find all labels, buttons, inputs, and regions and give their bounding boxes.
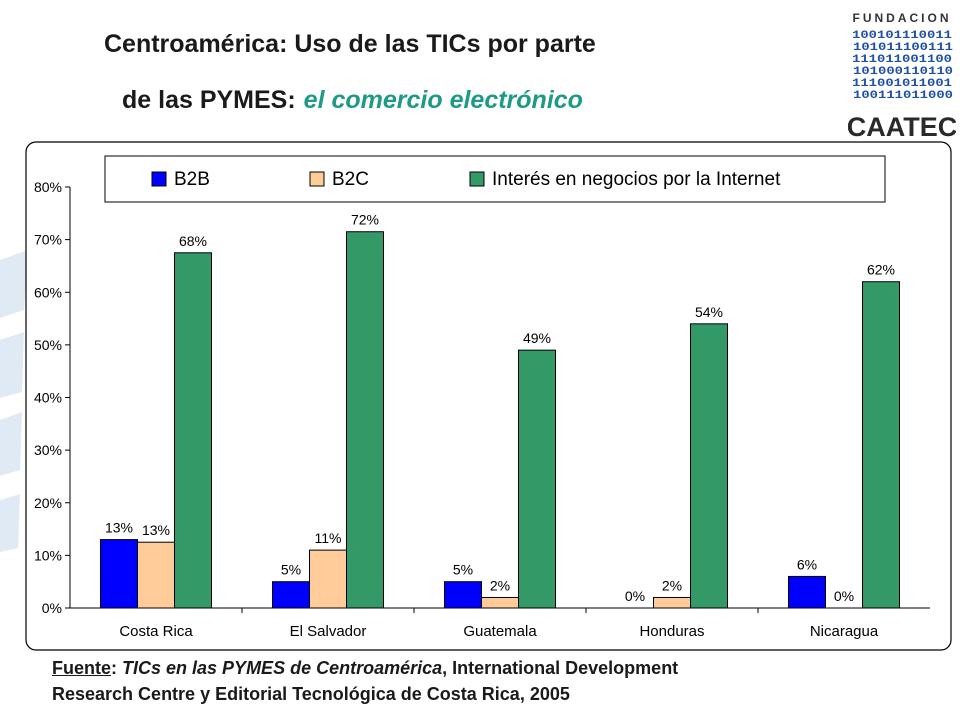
data-label: 72% bbox=[351, 212, 379, 228]
logo-bottom-text: CAATEC bbox=[848, 112, 956, 142]
data-label: 5% bbox=[281, 562, 301, 578]
x-tick-label: El Salvador bbox=[290, 623, 367, 640]
source-label: Fuente bbox=[52, 658, 112, 678]
data-label: 62% bbox=[867, 262, 895, 278]
bar-b2b bbox=[100, 539, 138, 609]
source-line2: Research Centre y Editorial Tecnológica … bbox=[52, 684, 570, 704]
logo-binary-row: 111011001100 bbox=[852, 54, 952, 66]
logo-binary-row: 111001011001 bbox=[852, 78, 952, 90]
legend-label: Interés en negocios por la Internet bbox=[492, 169, 781, 190]
data-label: 49% bbox=[523, 330, 551, 346]
bar-interés bbox=[690, 323, 728, 609]
bar-b2c bbox=[137, 541, 175, 609]
legend-label: B2C bbox=[332, 169, 369, 190]
logo-binary-row: 100111011000 bbox=[853, 90, 953, 102]
x-tick-label: Costa Rica bbox=[119, 623, 193, 640]
bar-interés bbox=[518, 349, 556, 609]
caatec-logo: FUNDACION 100101110011101011100111111011… bbox=[848, 11, 956, 142]
y-tick-label: 20% bbox=[34, 495, 62, 511]
slide-title-main: de las PYMES: bbox=[122, 86, 296, 114]
data-label: 0% bbox=[834, 588, 854, 604]
legend-swatch bbox=[309, 171, 325, 187]
bar-interés bbox=[862, 281, 900, 609]
legend-box bbox=[104, 155, 886, 203]
bar-b2b bbox=[788, 575, 826, 609]
bar-b2b bbox=[272, 581, 310, 609]
bar-b2c bbox=[653, 596, 691, 609]
y-tick-label: 0% bbox=[42, 600, 62, 616]
data-label: 68% bbox=[179, 233, 207, 249]
bar-b2c bbox=[481, 596, 519, 609]
y-tick-label: 10% bbox=[34, 547, 62, 563]
y-tick-label: 30% bbox=[34, 442, 62, 458]
logo-top-text: FUNDACION bbox=[853, 11, 952, 25]
source-rest-line1: , International Development bbox=[442, 658, 679, 678]
data-label: 2% bbox=[490, 577, 510, 593]
legend-label: B2B bbox=[174, 169, 210, 190]
data-label: 0% bbox=[625, 588, 645, 604]
plot-area: 0% 10% 20% 30% 40% 50% 60% 70% 80% 13% 13% 68% Costa… bbox=[34, 179, 930, 640]
legend-swatch bbox=[151, 171, 167, 187]
logo-binary-row: 101011100111 bbox=[853, 42, 953, 54]
y-tick-label: 80% bbox=[34, 179, 62, 195]
slide-title-line1: Centroamérica: Uso de las TICs por parte bbox=[104, 30, 596, 58]
x-tick-label: Nicaragua bbox=[810, 623, 879, 640]
bar-b2c bbox=[309, 549, 347, 609]
data-label: 13% bbox=[142, 522, 170, 538]
data-label: 2% bbox=[662, 577, 682, 593]
y-tick-label: 50% bbox=[34, 337, 62, 353]
source-work-title: TICs en las PYMES de Centroamérica bbox=[122, 658, 443, 678]
bar-interés bbox=[346, 231, 384, 609]
legend-swatch bbox=[469, 171, 485, 187]
y-tick-label: 40% bbox=[34, 390, 62, 406]
source-separator: : bbox=[111, 658, 123, 678]
data-label: 13% bbox=[105, 520, 133, 536]
bar-interés bbox=[174, 252, 212, 609]
logo-binary-row: 101000110110 bbox=[853, 66, 953, 78]
data-label: 5% bbox=[453, 562, 473, 578]
logo-binary-pattern: 1001011100111010111001111110110011001010… bbox=[852, 30, 953, 102]
data-label: 6% bbox=[797, 556, 817, 572]
data-label: 54% bbox=[695, 304, 723, 320]
y-tick-label: 70% bbox=[34, 232, 62, 248]
data-label: 11% bbox=[315, 530, 342, 546]
slide-title-line2: de las PYMES: el comercio electrónico bbox=[122, 86, 583, 115]
y-tick-label: 60% bbox=[34, 284, 62, 300]
x-tick-label: Honduras bbox=[639, 623, 704, 640]
source-note: Fuente: TICs en las PYMES de Centroaméri… bbox=[52, 655, 952, 707]
bar-b2b bbox=[444, 581, 482, 609]
logo-binary-row: 100101110011 bbox=[852, 30, 952, 42]
chart-legend: B2B B2C Interés en negocios por la Interne… bbox=[104, 155, 886, 203]
slide-title-accent: el comercio electrónico bbox=[303, 86, 583, 114]
x-tick-label: Guatemala bbox=[463, 623, 537, 640]
